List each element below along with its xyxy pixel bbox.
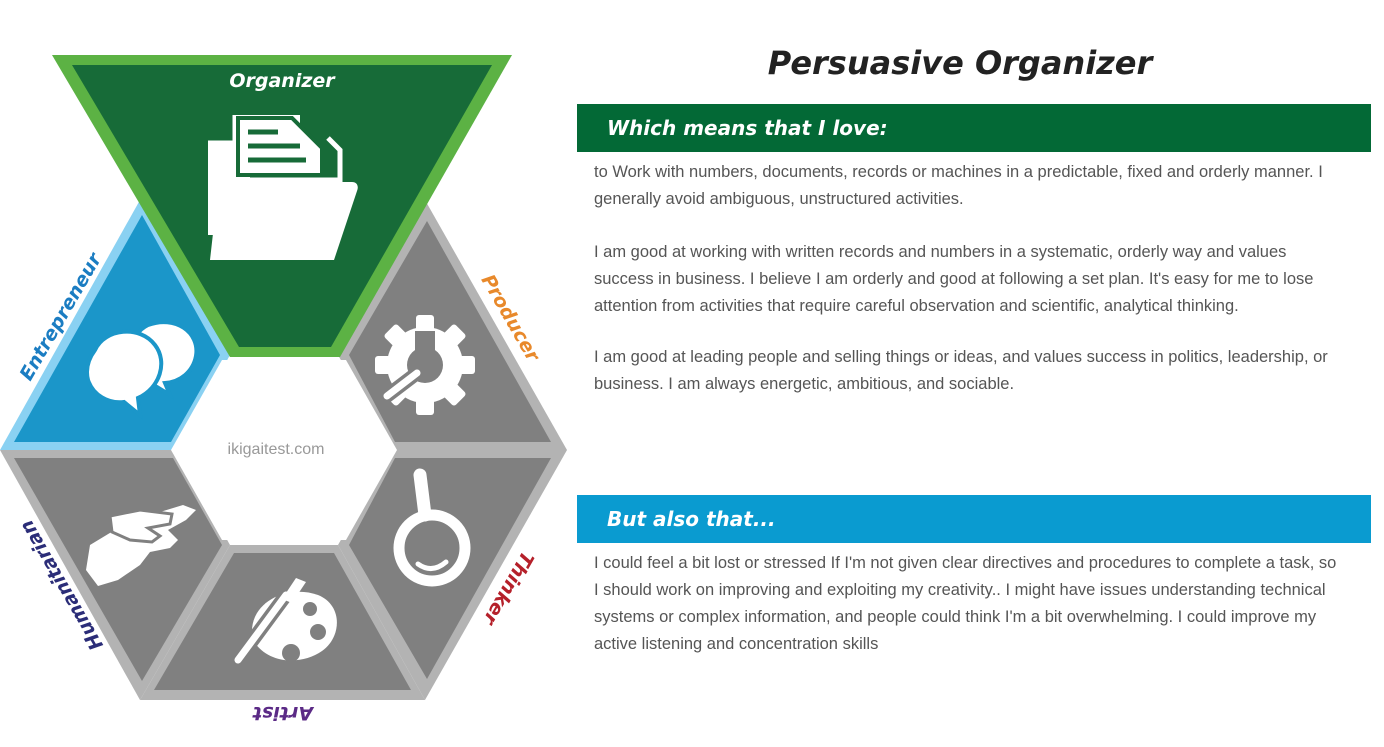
segment-artist[interactable] (140, 545, 425, 700)
love-paragraph-1: to Work with numbers, documents, records… (594, 163, 1323, 208)
magnifier-icon (393, 468, 471, 587)
segment-producer[interactable] (338, 200, 567, 450)
center-brand-text: ikigaitest.com (228, 441, 325, 458)
segment-humanitarian[interactable] (0, 450, 230, 700)
center-hexagon (171, 360, 397, 540)
love-paragraph-2: I am good at working with written record… (594, 243, 1314, 315)
page-title: Persuasive Organizer (767, 44, 1153, 82)
section-heading-love: Which means that I love: (577, 104, 1371, 152)
section-heading-also: But also that... (577, 495, 1371, 543)
speech-bubbles-icon (84, 320, 199, 420)
love-paragraph-3: I am good at leading people and selling … (594, 348, 1328, 393)
helping-hands-icon (86, 505, 196, 586)
palette-brush-icon (231, 578, 337, 667)
folder-documents-icon (206, 113, 358, 260)
segment-entrepreneur[interactable] (0, 200, 230, 450)
segment-thinker[interactable] (338, 450, 567, 700)
segment-organizer[interactable] (52, 55, 512, 357)
also-paragraph-1: I could feel a bit lost or stressed If I… (594, 554, 1337, 653)
label-organizer: Organizer (229, 70, 336, 92)
personality-hexagon: ikigaitest.com Organizer Producer Thinke… (0, 55, 567, 724)
label-artist: Artist (252, 702, 315, 724)
gear-wrench-icon (375, 315, 475, 415)
